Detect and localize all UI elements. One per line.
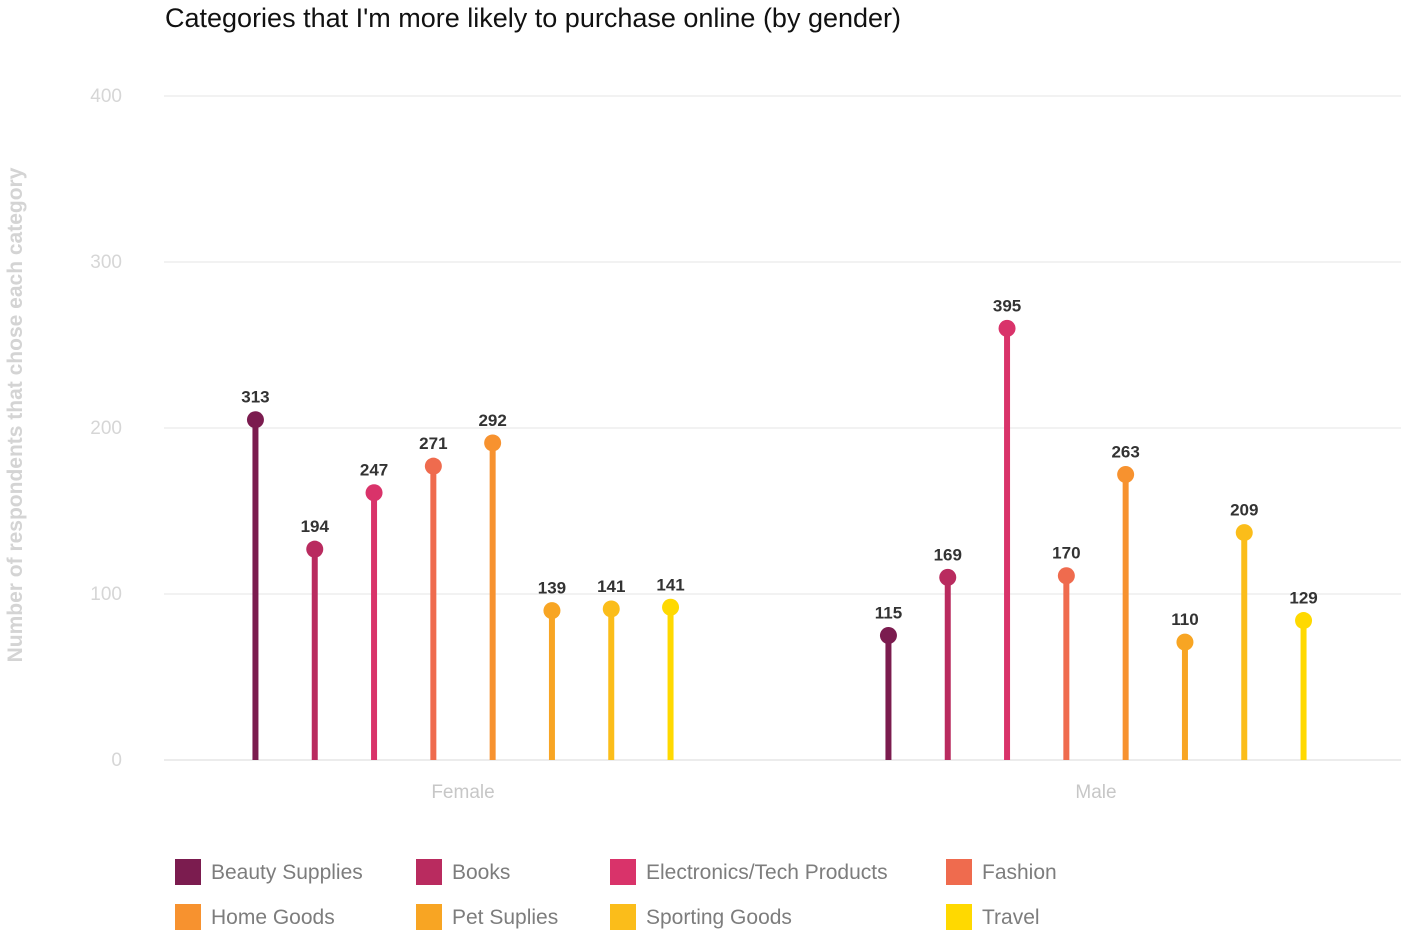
series-3 (424, 457, 1075, 760)
data-labels: 313 115 194 169 247 395 271 170 292 263 139 110 141 2… (241, 296, 1317, 629)
y-tick-label: 0 (111, 750, 122, 771)
data-label: 141 (597, 577, 625, 596)
lollipop-point (484, 434, 502, 452)
data-label: 110 (1171, 610, 1198, 629)
legend-label: Sporting Goods (646, 906, 792, 929)
data-label: 129 (1289, 589, 1317, 608)
legend-label: Home Goods (211, 906, 335, 929)
legend-swatch (416, 904, 442, 930)
lollipop-point (365, 484, 383, 502)
legend-swatch (610, 904, 636, 930)
lollipop-point (543, 602, 561, 620)
lollipop-point (879, 627, 897, 644)
legend-label: Beauty Supplies (211, 861, 363, 884)
lollipop-point (1235, 524, 1253, 542)
legend-swatch (946, 859, 972, 885)
lollipop-point (602, 600, 620, 618)
data-label: 247 (360, 461, 388, 480)
series-1 (306, 540, 957, 760)
lollipop-point (998, 319, 1016, 337)
series-5 (543, 602, 1194, 760)
data-label: 313 (241, 388, 269, 407)
lollipop-series (246, 319, 1313, 760)
lollipop-point (1176, 633, 1194, 651)
lollipop-point (1117, 465, 1135, 483)
legend-label: Pet Suplies (452, 906, 558, 929)
x-category-label: Female (431, 782, 494, 803)
lollipop-point (1295, 612, 1313, 630)
legend: Beauty Supplies Books Electronics/Tech Pro… (175, 859, 1057, 930)
legend-item: Beauty Supplies (175, 859, 363, 885)
legend-item: Electronics/Tech Products (610, 859, 888, 885)
legend-item: Pet Suplies (416, 904, 558, 930)
lollipop-point (424, 457, 442, 475)
y-axis-label: Number of respondents that chose each ca… (4, 167, 27, 662)
data-label: 170 (1052, 544, 1080, 563)
chart-title: Categories that I'm more likely to purch… (165, 3, 901, 33)
lollipop-point (306, 540, 324, 558)
data-label: 141 (656, 575, 684, 594)
data-label: 139 (538, 579, 566, 598)
data-label: 395 (993, 296, 1021, 315)
legend-item: Home Goods (175, 904, 335, 930)
legend-label: Electronics/Tech Products (646, 861, 888, 884)
y-tick-label: 400 (90, 86, 122, 107)
data-label: 115 (875, 604, 902, 623)
lollipop-point (1057, 567, 1075, 585)
data-label: 209 (1230, 501, 1258, 520)
series-2 (365, 319, 1016, 760)
legend-item: Fashion (946, 859, 1057, 885)
x-axis-categories: Female Male (431, 782, 1116, 803)
legend-label: Books (452, 861, 510, 884)
y-tick-label: 300 (90, 252, 122, 273)
legend-item: Books (416, 859, 510, 885)
legend-item: Sporting Goods (610, 904, 792, 930)
series-7 (662, 598, 1313, 760)
data-label: 292 (478, 411, 506, 430)
y-tick-label: 200 (90, 418, 122, 439)
legend-label: Fashion (982, 861, 1057, 884)
legend-swatch (175, 904, 201, 930)
data-label: 169 (934, 545, 962, 564)
legend-swatch (610, 859, 636, 885)
legend-swatch (946, 904, 972, 930)
y-axis-ticks: 0 100 200 300 400 (90, 86, 122, 771)
legend-label: Travel (982, 906, 1040, 929)
data-label: 194 (301, 517, 330, 536)
legend-item: Travel (946, 904, 1040, 930)
x-category-label: Male (1075, 782, 1116, 803)
series-4 (484, 434, 1135, 760)
y-tick-label: 100 (90, 584, 122, 605)
series-6 (602, 524, 1253, 760)
data-label: 263 (1111, 442, 1139, 461)
series-0 (246, 411, 897, 760)
legend-swatch (175, 859, 201, 885)
gridlines (164, 95, 1401, 761)
data-label: 271 (419, 434, 447, 453)
legend-swatch (416, 859, 442, 885)
lollipop-point (246, 411, 264, 429)
lollipop-point (662, 598, 680, 616)
lollipop-point (939, 568, 957, 586)
